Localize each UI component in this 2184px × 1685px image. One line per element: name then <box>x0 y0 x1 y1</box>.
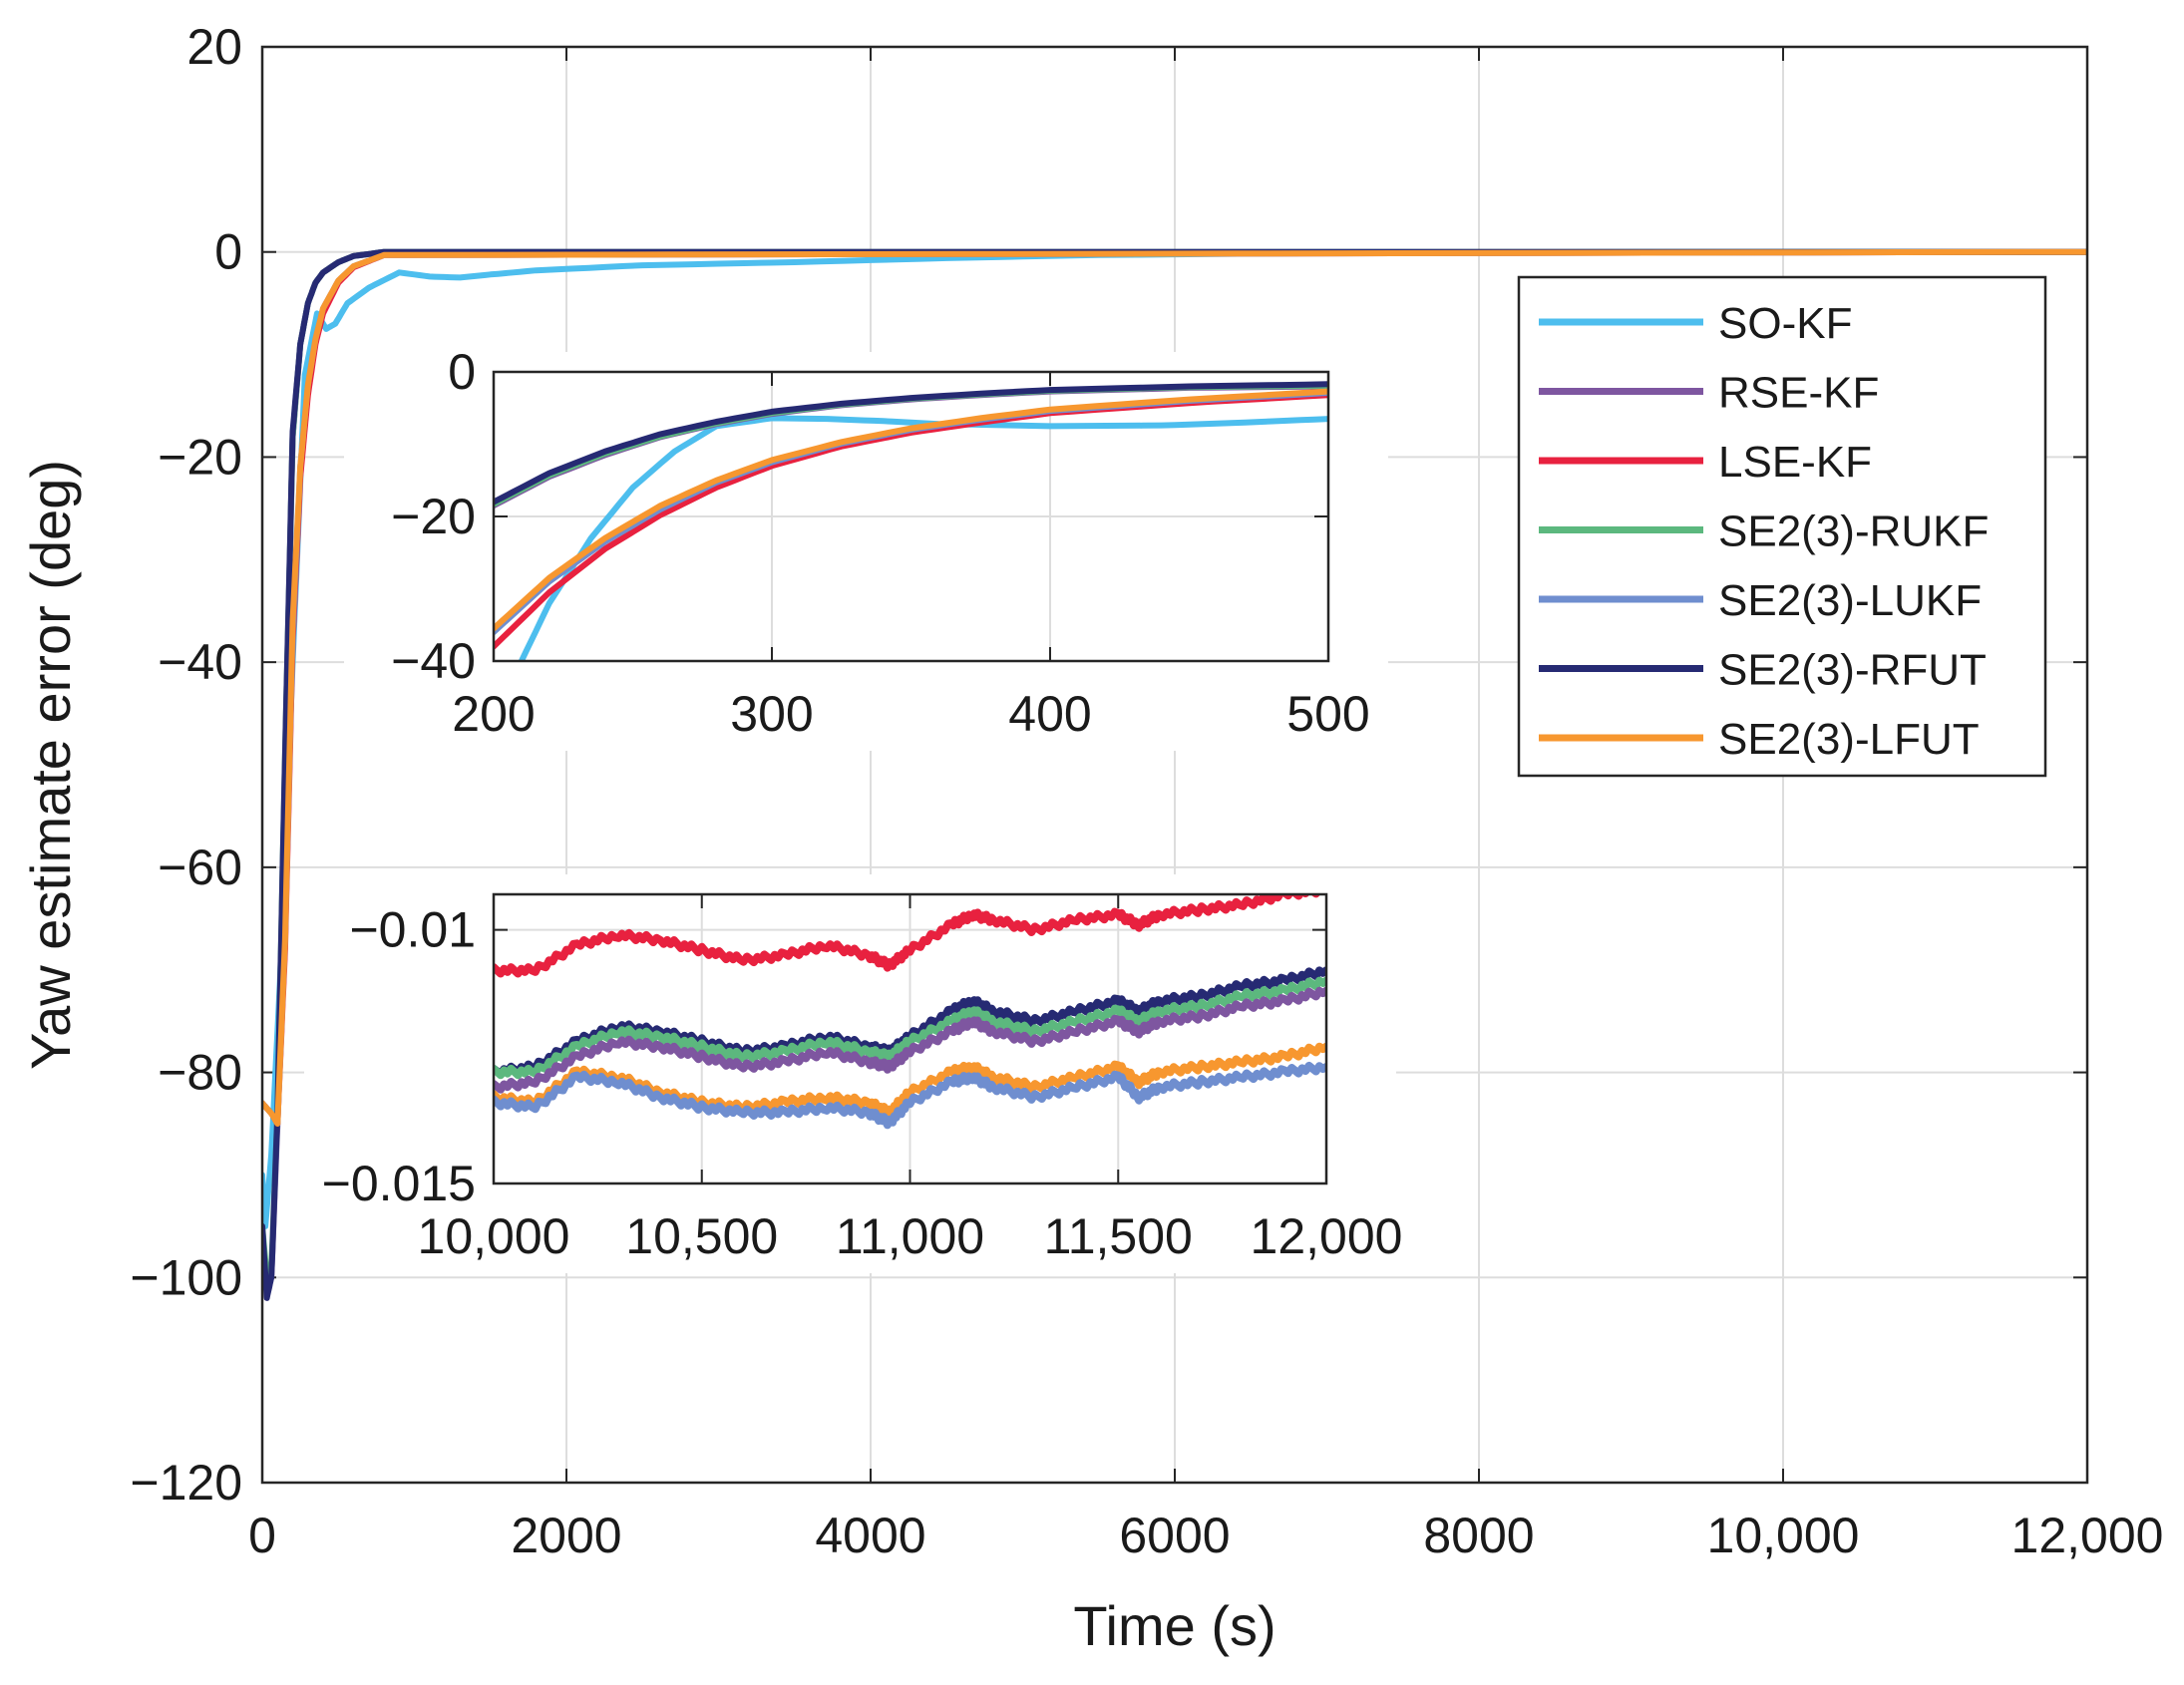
inset-early-frame <box>492 370 1330 663</box>
main-x-tick-label: 2000 <box>511 1508 621 1563</box>
inset-late-series-line-se2-3-rukf <box>494 976 1326 1080</box>
inset-late-series-group <box>494 894 1326 1130</box>
main-y-tick-label: −80 <box>158 1045 242 1101</box>
main-y-tick-label: 20 <box>186 19 242 75</box>
inset-early-y-tick-label: −20 <box>391 489 476 544</box>
inset-late-plot: 10,000 10,500 11,000 11,500 12,000 −0.01 −0.01… <box>304 874 1402 1273</box>
inset-early-plot: 200 300 400 500 0 −20 −40 <box>344 344 1388 751</box>
legend-label-se2-3-rfut: SE2(3)-RFUT <box>1718 646 1987 695</box>
main-y-tick-label: −100 <box>130 1249 242 1305</box>
legend-label-se2-3-lukf: SE2(3)-LUKF <box>1718 576 1982 625</box>
inset-late-y-tick-label: −0.01 <box>349 902 476 958</box>
x-axis-label: Time (s) <box>1073 1594 1275 1657</box>
legend-label-se2-3-lfut: SE2(3)-LFUT <box>1718 715 1980 764</box>
main-y-tick-label: −60 <box>158 840 242 895</box>
main-x-tick-label: 6000 <box>1119 1508 1230 1563</box>
inset-late-frame <box>492 892 1328 1185</box>
inset-early-x-tick-label: 400 <box>1008 686 1091 742</box>
main-y-tick-label: −120 <box>130 1455 242 1511</box>
main-x-tick-label: 8000 <box>1423 1508 1534 1563</box>
main-ticks: 0 2000 4000 6000 8000 10,000 12,000200−20−40−6… <box>130 19 2163 1563</box>
y-axis-label: Yaw estimate error (deg) <box>19 460 82 1070</box>
inset-early-y-tick-label: −40 <box>391 633 476 689</box>
main-y-tick-label: −20 <box>158 429 242 485</box>
inset-late-ticks: 10,000 10,500 11,000 11,500 12,000 −0.01 −0.01… <box>322 894 1403 1264</box>
inset-late-x-tick-label: 10,500 <box>625 1208 778 1264</box>
legend-label-se2-3-rukf: SE2(3)-RUKF <box>1718 507 1989 556</box>
inset-early-x-tick-label: 300 <box>730 686 813 742</box>
inset-early-x-tick-label: 200 <box>452 686 535 742</box>
main-frame <box>260 45 2089 1485</box>
legend-label-lse-kf: LSE-KF <box>1718 438 1872 487</box>
inset-late-x-tick-label: 10,000 <box>418 1208 570 1264</box>
inset-early-x-tick-label: 500 <box>1286 686 1369 742</box>
main-x-tick-label: 10,000 <box>1707 1508 1860 1563</box>
main-y-tick-label: 0 <box>214 224 242 280</box>
main-x-tick-label: 0 <box>248 1508 276 1563</box>
inset-early-series-group <box>494 381 1328 661</box>
inset-early-series-line-se2-3-lfut <box>494 388 1328 632</box>
inset-early-ticks: 200 300 400 500 0 −20 −40 <box>391 344 1370 742</box>
inset-early-y-tick-label: 0 <box>448 344 476 400</box>
inset-late-series-line-rse-kf <box>494 986 1326 1094</box>
main-series-line-se2-3-lfut <box>262 248 2087 1127</box>
main-series-group <box>262 248 2087 1301</box>
main-x-tick-label: 4000 <box>815 1508 925 1563</box>
main-x-tick-label: 12,000 <box>2011 1508 2164 1563</box>
inset-late-x-tick-label: 11,000 <box>836 1208 984 1264</box>
inset-late-y-tick-label: −0.015 <box>322 1156 476 1211</box>
inset-late-series-line-lse-kf <box>494 894 1326 978</box>
inset-late-x-tick-label: 11,500 <box>1044 1208 1193 1264</box>
main-y-tick-label: −40 <box>158 634 242 690</box>
inset-early-series-line-so-kf <box>518 415 1328 661</box>
main-plot: 0 2000 4000 6000 8000 10,000 12,000200−20−40−6… <box>130 19 2163 1563</box>
legend-label-rse-kf: RSE-KF <box>1718 369 1879 418</box>
inset-late-series-line-se2-3-lukf <box>494 1061 1326 1130</box>
inset-late-x-tick-label: 12,000 <box>1251 1208 1403 1264</box>
inset-early-series-line-se2-3-rfut <box>494 381 1328 506</box>
legend-label-so-kf: SO-KF <box>1718 299 1852 348</box>
legend: SO-KF RSE-KF LSE-KF SE2(3)-RUKF SE2(3)-LUKF S… <box>1517 275 2047 778</box>
main-series-line-se2-3-rfut <box>262 248 2087 1301</box>
